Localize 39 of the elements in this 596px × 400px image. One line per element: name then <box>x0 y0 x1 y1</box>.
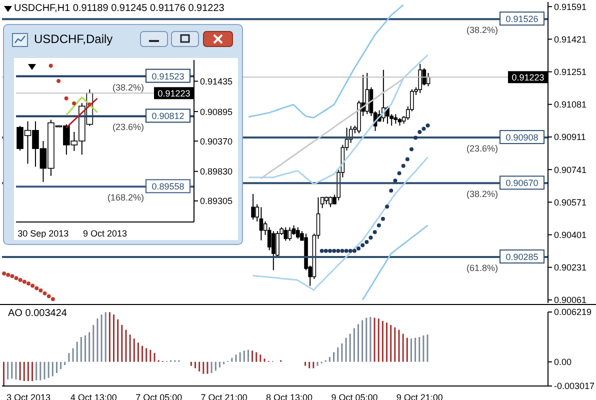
y-tick-label: 0.91435 <box>200 76 233 86</box>
ref-line-label: 0.90908 <box>506 132 538 143</box>
ref-line-label: 0.91223 <box>512 72 544 83</box>
y-tick-label: 0.90741 <box>554 164 587 175</box>
y-tick-label: 0.91591 <box>554 2 587 12</box>
x-tick-label: 30 Sep 2013 <box>18 228 69 238</box>
chart-title: AO 0.003424 <box>8 308 67 319</box>
y-tick-label: 0.90370 <box>200 136 233 146</box>
annotation: (38.2%) <box>112 82 144 92</box>
y-tick-label: 0.90911 <box>554 132 586 142</box>
y-tick-label: 0.006219 <box>554 307 592 318</box>
y-tick-label: 0.90401 <box>554 230 587 240</box>
chart-title: USDCHF,Daily <box>34 32 113 46</box>
ref-line-label: 0.91223 <box>158 88 190 99</box>
chart-title: USDCHF,H1 0.91189 0.91245 0.91176 0.91223 <box>14 3 224 14</box>
y-tick-label: 0.90571 <box>554 197 587 208</box>
x-tick-label: 9 Oct 2013 <box>82 228 128 238</box>
y-tick-label: 0.90895 <box>200 106 233 117</box>
y-tick-label: 0.91081 <box>554 100 587 110</box>
annotation: (38.2%) <box>466 25 498 36</box>
y-tick-label: 0.89305 <box>200 196 233 206</box>
ref-line-label: 0.89558 <box>152 182 184 192</box>
ref-line-label: 0.90670 <box>506 178 538 188</box>
y-tick-label: 0.91251 <box>554 66 587 77</box>
ref-line-label: 0.90285 <box>506 252 538 262</box>
annotation: (38.2%) <box>466 189 498 200</box>
y-tick-label: -0.003017 <box>554 381 595 392</box>
y-tick-label: 0.89830 <box>200 166 233 177</box>
annotation: (61.8%) <box>466 262 498 273</box>
y-tick-label: 0.90061 <box>554 295 587 306</box>
y-tick-label: 0.00 <box>554 357 572 368</box>
y-tick-label: 0.90231 <box>554 262 587 273</box>
annotation: (23.6%) <box>466 144 498 154</box>
annotation: (23.6%) <box>112 122 144 132</box>
y-tick-label: 0.91421 <box>554 34 587 44</box>
ref-line-label: 0.91526 <box>506 14 538 24</box>
annotation: (168.2%) <box>107 192 144 203</box>
ref-line-label: 0.91523 <box>152 71 184 82</box>
ref-line-label: 0.90812 <box>152 111 184 122</box>
